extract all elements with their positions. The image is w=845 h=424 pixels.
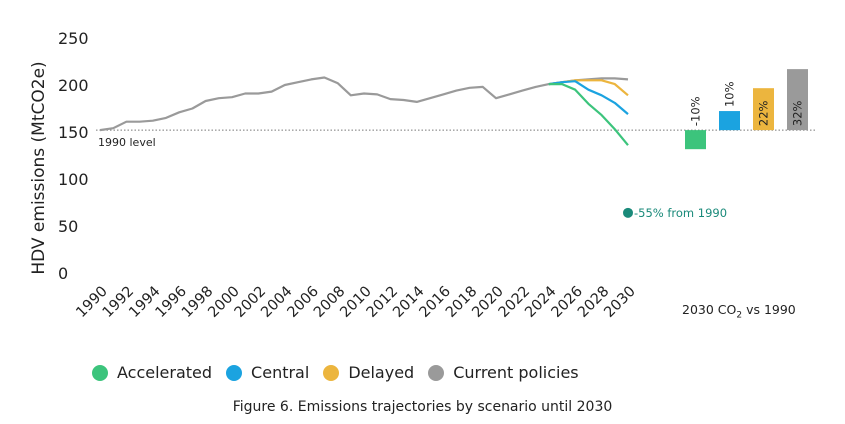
annotation-point bbox=[623, 207, 633, 218]
x-tick-label: 2030 bbox=[601, 284, 638, 321]
legend-swatch bbox=[428, 364, 445, 381]
bar bbox=[685, 130, 706, 150]
figure-caption: Figure 6. Emissions trajectories by scen… bbox=[232, 399, 613, 415]
bar bbox=[787, 69, 808, 131]
legend-label: Delayed bbox=[348, 363, 415, 382]
legend-swatch bbox=[323, 364, 340, 381]
bar-data-label: 10% bbox=[723, 81, 737, 107]
y-tick-label: 250 bbox=[58, 29, 89, 48]
legend-label: Accelerated bbox=[117, 363, 213, 382]
legend-item-accelerated: Accelerated bbox=[92, 363, 212, 382]
y-tick-label: 150 bbox=[58, 123, 89, 142]
y-tick-label: 100 bbox=[58, 170, 89, 189]
y-tick-label: 200 bbox=[58, 76, 89, 95]
y-axis-label: HDV emissions (MtCO2e) bbox=[29, 61, 49, 274]
legend-item-delayed: Delayed bbox=[323, 363, 414, 382]
y-tick-label: 50 bbox=[58, 217, 78, 236]
legend-label: Central bbox=[251, 363, 310, 382]
emissions-chart: 0 50 100 150 200 250 HDV emissions (MtCO2e) 199… bbox=[29, 29, 815, 321]
bar-chart-xlabel: 2030 CO2 vs 1990 bbox=[682, 302, 796, 321]
reference-line-label: 1990 level bbox=[98, 136, 156, 149]
legend-item-current-policies: Current policies bbox=[428, 363, 579, 382]
series-line-accelerated bbox=[548, 83, 629, 146]
legend: Accelerated Central Delayed Current poli… bbox=[92, 363, 593, 382]
bar-data-label: 32% bbox=[791, 100, 805, 126]
legend-swatch bbox=[92, 364, 108, 381]
legend-label: Current policies bbox=[453, 363, 579, 382]
series-line-central bbox=[548, 80, 629, 115]
bar-data-label: 22% bbox=[757, 100, 771, 126]
legend-swatch bbox=[226, 364, 243, 381]
y-tick-label: 0 bbox=[58, 264, 68, 283]
bar-data-label: -10% bbox=[689, 96, 703, 126]
bar bbox=[719, 111, 740, 131]
annotation-label: -55% from 1990 bbox=[634, 206, 727, 220]
series-line-historical bbox=[99, 76, 550, 132]
bar bbox=[753, 88, 774, 131]
legend-item-central: Central bbox=[226, 363, 309, 382]
